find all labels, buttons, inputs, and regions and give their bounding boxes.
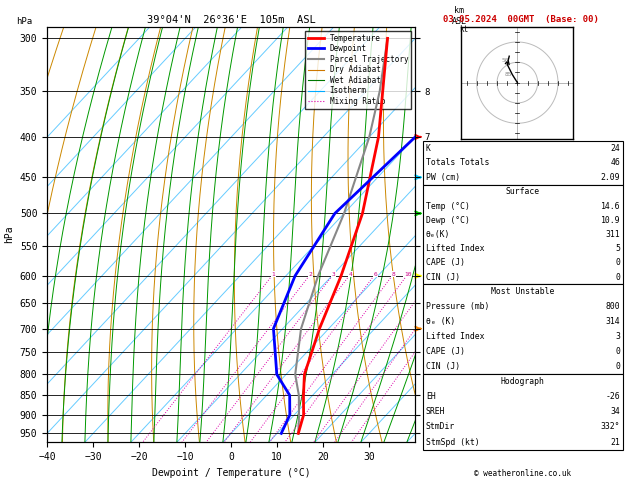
Text: 03.05.2024  00GMT  (Base: 00): 03.05.2024 00GMT (Base: 00) — [443, 15, 599, 24]
Text: hPa: hPa — [16, 17, 32, 26]
Text: SREH: SREH — [426, 407, 445, 417]
Text: Temp (°C): Temp (°C) — [426, 202, 470, 210]
Text: 24: 24 — [610, 144, 620, 153]
Text: 800: 800 — [606, 302, 620, 312]
Text: 8: 8 — [391, 272, 395, 277]
Text: Lifted Index: Lifted Index — [426, 332, 484, 341]
Text: kt: kt — [459, 25, 469, 34]
Text: CAPE (J): CAPE (J) — [426, 259, 465, 267]
Text: 0: 0 — [615, 273, 620, 282]
Text: Dewp (°C): Dewp (°C) — [426, 216, 470, 225]
Text: 0: 0 — [615, 362, 620, 371]
Text: StmDir: StmDir — [426, 422, 455, 432]
Y-axis label: hPa: hPa — [4, 226, 14, 243]
Text: Surface: Surface — [506, 187, 540, 196]
Text: 46: 46 — [610, 158, 620, 167]
Text: 10.9: 10.9 — [601, 216, 620, 225]
Text: Pressure (mb): Pressure (mb) — [426, 302, 489, 312]
Y-axis label: Mixing Ratio (g/kg): Mixing Ratio (g/kg) — [448, 187, 458, 282]
Text: 314: 314 — [606, 317, 620, 326]
Text: 21: 21 — [610, 437, 620, 447]
Text: 332°: 332° — [601, 422, 620, 432]
Text: -26: -26 — [606, 392, 620, 401]
Text: 0: 0 — [615, 259, 620, 267]
X-axis label: Dewpoint / Temperature (°C): Dewpoint / Temperature (°C) — [152, 468, 311, 478]
Text: CIN (J): CIN (J) — [426, 273, 460, 282]
Text: 14.6: 14.6 — [601, 202, 620, 210]
Text: θₑ (K): θₑ (K) — [426, 317, 455, 326]
Text: 10: 10 — [404, 272, 411, 277]
Text: 6: 6 — [373, 272, 377, 277]
Text: Totals Totals: Totals Totals — [426, 158, 489, 167]
Text: © weatheronline.co.uk: © weatheronline.co.uk — [474, 469, 571, 478]
Text: CIN (J): CIN (J) — [426, 362, 460, 371]
Text: 15: 15 — [431, 272, 438, 277]
Text: 4: 4 — [348, 272, 352, 277]
Text: K: K — [426, 144, 431, 153]
Text: 0: 0 — [615, 347, 620, 356]
Text: 3: 3 — [615, 332, 620, 341]
Text: 34: 34 — [610, 407, 620, 417]
Text: Most Unstable: Most Unstable — [491, 287, 554, 296]
Legend: Temperature, Dewpoint, Parcel Trajectory, Dry Adiabat, Wet Adiabat, Isotherm, Mi: Temperature, Dewpoint, Parcel Trajectory… — [305, 31, 411, 109]
Text: 2: 2 — [308, 272, 312, 277]
Text: PW (cm): PW (cm) — [426, 173, 460, 182]
Title: 39°04'N  26°36'E  105m  ASL: 39°04'N 26°36'E 105m ASL — [147, 15, 316, 25]
Text: 3: 3 — [331, 272, 335, 277]
Text: 85: 85 — [504, 71, 511, 76]
Text: StmSpd (kt): StmSpd (kt) — [426, 437, 479, 447]
Text: Hodograph: Hodograph — [501, 377, 545, 386]
Text: 5: 5 — [615, 244, 620, 253]
Text: 2.09: 2.09 — [601, 173, 620, 182]
Text: CAPE (J): CAPE (J) — [426, 347, 465, 356]
Text: 311: 311 — [606, 230, 620, 239]
Text: 1: 1 — [271, 272, 275, 277]
Text: km
ASL: km ASL — [452, 6, 467, 26]
Text: Lifted Index: Lifted Index — [426, 244, 484, 253]
Text: 50: 50 — [501, 58, 509, 63]
Text: EH: EH — [426, 392, 436, 401]
Text: θₑ(K): θₑ(K) — [426, 230, 450, 239]
